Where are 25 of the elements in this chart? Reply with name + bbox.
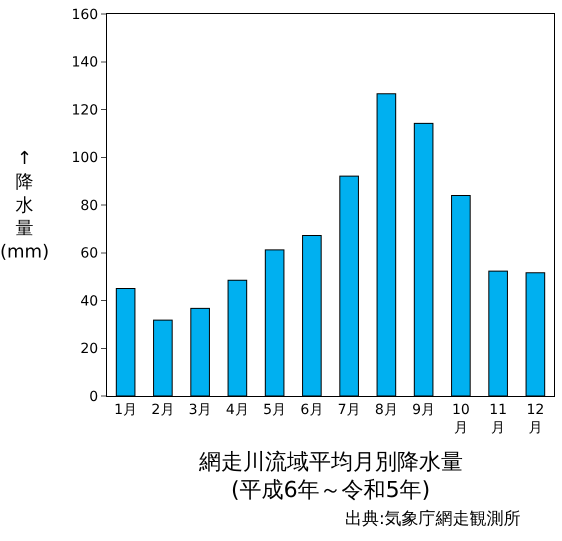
x-tick-label: 1月: [114, 402, 138, 418]
x-tick-label: 10 月: [452, 402, 470, 436]
source-note: 出典:気象庁網走観測所: [345, 509, 521, 529]
y-tick-label: 80: [80, 198, 98, 214]
x-tick-label: 7月: [338, 402, 361, 418]
y-tick-label: 0: [89, 388, 98, 405]
y-tick-label: 120: [71, 102, 98, 118]
x-tick-label: 3月: [188, 402, 212, 418]
y-tick-label: 40: [80, 293, 98, 310]
x-tick-label: 8月: [374, 402, 398, 418]
y-tick-label: 140: [71, 54, 98, 71]
y-tick-label: 60: [80, 246, 98, 262]
x-tick-label: 4月: [226, 402, 249, 418]
x-tick-label: 5月: [263, 402, 286, 418]
y-axis-title: ↑降水量(mm): [0, 148, 50, 263]
x-tick-label: 11 月: [489, 402, 508, 436]
text: (平成6年～令和5年): [231, 478, 430, 503]
y-tick-label: 100: [71, 150, 98, 166]
x-tick-label: 6月: [300, 402, 324, 418]
x-tick-label: 2月: [151, 402, 174, 418]
y-tick-label: 160: [71, 6, 98, 23]
x-tick-label: 9月: [412, 402, 436, 418]
text: 網走川流域平均月別降水量: [198, 450, 463, 475]
x-tick-label: 12 月: [526, 402, 544, 436]
y-tick-label: 20: [80, 341, 98, 358]
